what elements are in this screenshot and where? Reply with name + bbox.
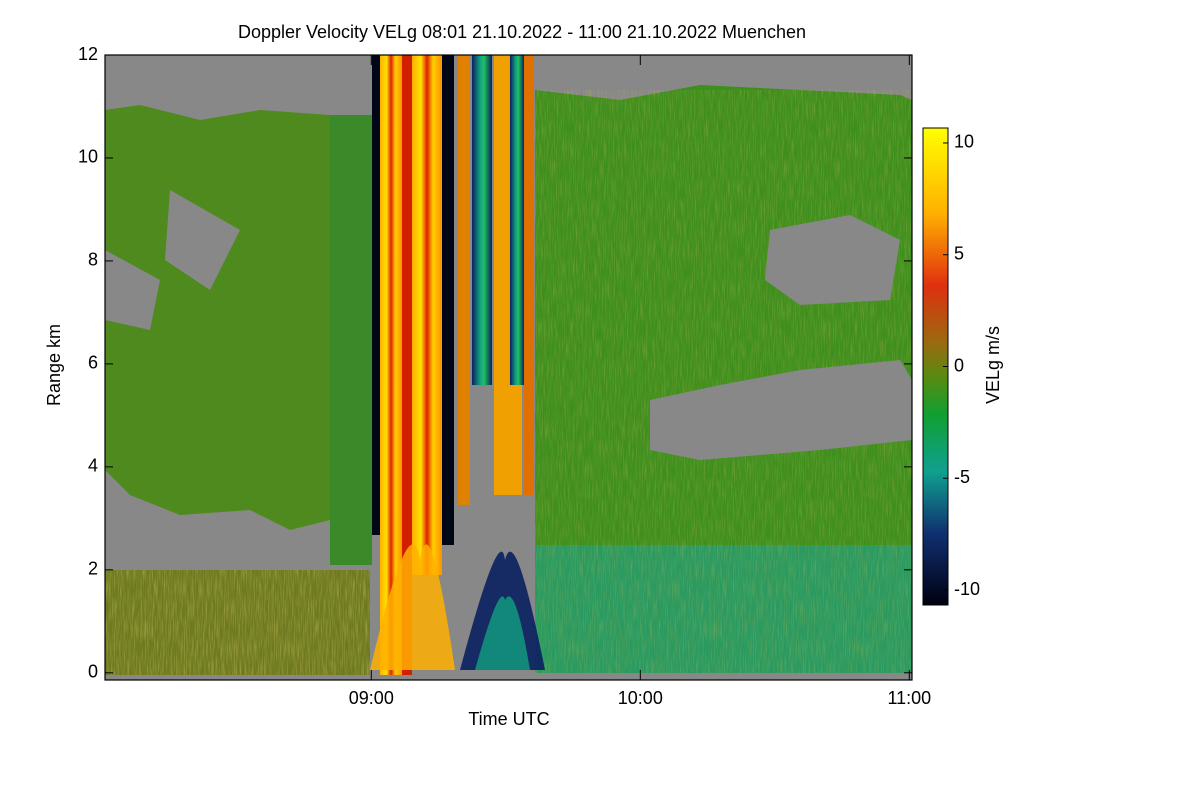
x-tick-label: 11:00 [887, 688, 931, 708]
y-tick-label: 2 [88, 559, 98, 579]
plot-frame [104, 54, 913, 681]
x-tick-label: 10:00 [618, 688, 663, 708]
colorbar-tick-label: 5 [954, 243, 964, 263]
colorbar-tick-label: 0 [954, 355, 964, 375]
y-tick-label: 12 [78, 44, 98, 64]
y-tick-label: 4 [88, 456, 98, 476]
chart-title: Doppler Velocity VELg 08:01 21.10.2022 -… [238, 22, 806, 42]
colorbar-tick-label: 10 [954, 132, 974, 152]
y-tick-label: 8 [88, 250, 98, 270]
x-axis-label: Time UTC [468, 709, 549, 729]
colorbar-tick-label: -10 [954, 579, 980, 599]
y-tick-label: 10 [78, 147, 98, 167]
colorbar-tick-label: -5 [954, 467, 970, 487]
y-tick-label: 6 [88, 353, 98, 373]
y-axis-label: Range km [44, 324, 64, 406]
colorbar-label: VELg m/s [983, 326, 1003, 404]
x-tick-label: 09:00 [349, 688, 394, 708]
y-tick-label: 0 [88, 662, 98, 682]
velocity-field [105, 55, 912, 680]
